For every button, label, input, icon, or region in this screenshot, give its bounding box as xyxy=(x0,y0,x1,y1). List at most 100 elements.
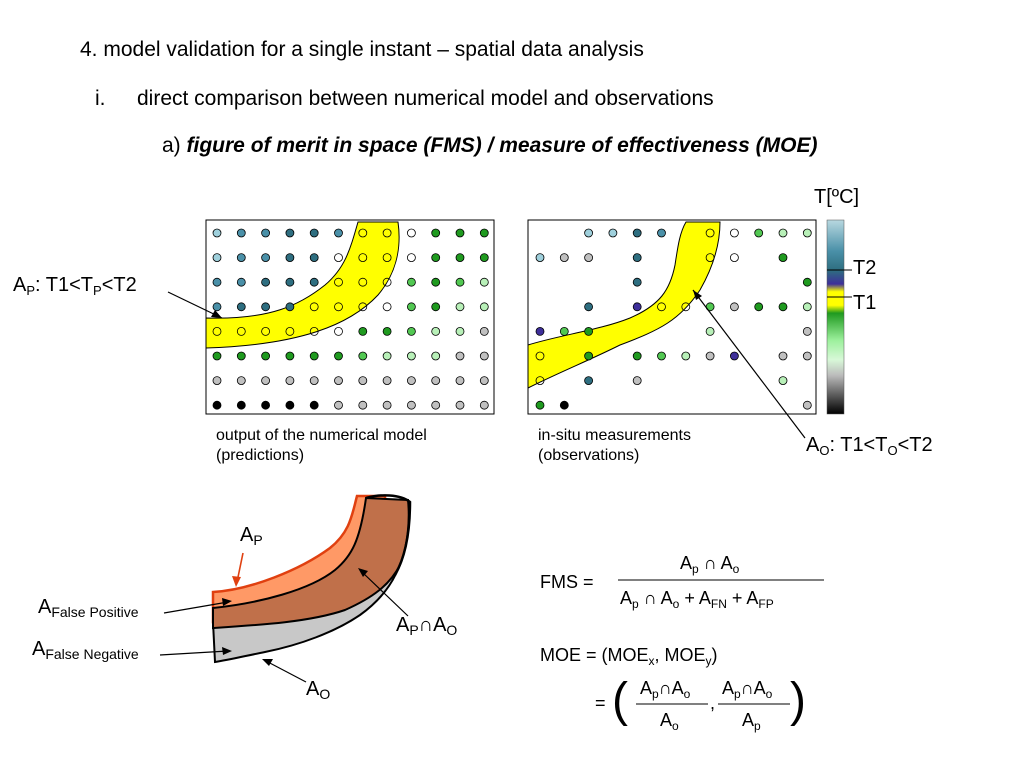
model-dots-dot xyxy=(309,400,319,410)
svg-text:FMS =: FMS = xyxy=(540,572,594,592)
heading-level2: direct comparison between numerical mode… xyxy=(137,87,714,110)
colorbar-t2-label: T2 xyxy=(853,257,877,279)
model-dots-dot xyxy=(479,351,489,361)
obs-dots-dot xyxy=(802,228,812,238)
ao-arrow xyxy=(265,660,307,683)
obs-dots-dot xyxy=(535,400,545,410)
model-dots-dot xyxy=(431,400,441,410)
obs-dots-dot xyxy=(754,228,764,238)
model-dots-dot xyxy=(285,277,295,287)
model-dots-dot xyxy=(479,326,489,336)
model-dots-dot xyxy=(236,351,246,361)
obs-dots-dot xyxy=(730,228,739,238)
svg-text:Ao: Ao xyxy=(660,710,679,733)
model-dots-dot xyxy=(431,277,441,287)
svg-text:,: , xyxy=(710,693,715,713)
model-dots-dot xyxy=(358,228,368,238)
obs-dots-dot xyxy=(657,351,666,361)
model-dots-dot xyxy=(334,400,343,410)
svg-text:Ap ∩ Ao + AFN + AFP: Ap ∩ Ao + AFN + AFP xyxy=(620,588,774,611)
area-schematic xyxy=(211,494,412,664)
obs-dots-dot xyxy=(632,376,642,386)
model-dots-dot xyxy=(212,277,222,287)
model-dots-dot xyxy=(309,228,319,238)
obs-dots-dot xyxy=(632,253,642,263)
model-dots-dot xyxy=(285,326,295,336)
svg-text:Ap∩Ao: Ap∩Ao xyxy=(722,678,773,701)
moe-formula: MOE = (MOEx, MOEy) = ( Ap∩Ao Ao , Ap∩Ao … xyxy=(540,645,806,733)
obs-dots-dot xyxy=(730,351,739,361)
model-caption-line2: (predictions) xyxy=(216,447,305,464)
obs-dots-dot xyxy=(754,302,764,312)
model-dots-dot xyxy=(309,351,319,361)
model-dots-dot xyxy=(309,376,319,386)
model-dots-dot xyxy=(455,376,465,386)
obs-dots-dot xyxy=(559,400,569,410)
model-dots-dot xyxy=(406,277,416,287)
model-dots-dot xyxy=(406,376,416,386)
colorbar-title: T[ºC] xyxy=(814,186,860,208)
model-dots-dot xyxy=(212,376,222,386)
model-dots-dot xyxy=(358,376,368,386)
obs-dots-dot xyxy=(535,376,545,386)
heading-level3-prefix: a) xyxy=(162,134,181,157)
model-dots-dot xyxy=(236,302,246,312)
model-dots-dot xyxy=(382,277,392,287)
model-panel xyxy=(205,219,495,415)
model-dots-dot xyxy=(431,228,441,238)
model-dots-dot xyxy=(358,253,368,263)
model-caption-line1: output of the numerical model xyxy=(216,427,427,444)
obs-dots-dot xyxy=(632,302,642,312)
obs-dots-dot xyxy=(584,351,593,361)
obs-dots-dot xyxy=(657,228,666,238)
model-dots-dot xyxy=(309,302,319,312)
ao-top-arrow xyxy=(692,289,806,439)
model-dots-dot xyxy=(382,351,392,361)
obs-dots-dot xyxy=(559,326,569,336)
svg-text:Ap∩Ao: Ap∩Ao xyxy=(640,678,691,701)
model-dots-dot xyxy=(382,400,392,410)
obs-dots-dot xyxy=(657,302,666,312)
intersection-label: AP∩AO xyxy=(396,614,458,638)
model-dots-dot xyxy=(334,302,343,312)
model-dots-dot xyxy=(285,376,295,386)
obs-dots-dot xyxy=(778,253,788,263)
heading-level3: a) figure of merit in space (FMS) / meas… xyxy=(162,134,817,158)
model-dots-dot xyxy=(309,326,319,336)
model-dots-dot xyxy=(334,228,343,238)
model-dots-dot xyxy=(382,376,392,386)
obs-dots-dot xyxy=(681,351,691,361)
obs-dots-dot xyxy=(705,253,715,263)
model-dots-dot xyxy=(406,253,416,263)
model-dots-dot xyxy=(261,376,271,386)
heading-level3-title: figure of merit in space (FMS) / measure… xyxy=(186,134,818,157)
model-dots-dot xyxy=(382,326,392,336)
obs-dots-dot xyxy=(778,228,788,238)
obs-dots-dot xyxy=(778,376,788,386)
model-dots-dot xyxy=(358,302,368,312)
model-dots-dot xyxy=(236,253,246,263)
model-dots-dot xyxy=(406,400,416,410)
obs-dots-dot xyxy=(535,326,545,336)
obs-dots-dot xyxy=(802,400,812,410)
model-dots-dot xyxy=(334,253,343,263)
svg-text:): ) xyxy=(790,674,806,727)
obs-dots-dot xyxy=(730,302,739,312)
colorbar-t1-label: T1 xyxy=(853,292,877,314)
model-dots-dot xyxy=(212,228,222,238)
observation-caption: in-situ measurements (observations) xyxy=(538,426,691,466)
model-dots-dot xyxy=(479,253,489,263)
model-dots-dot xyxy=(382,302,392,312)
obs-dots-dot xyxy=(632,351,642,361)
model-dots-dot xyxy=(261,253,271,263)
model-dots-dot xyxy=(334,277,343,287)
model-dots-dot xyxy=(479,228,489,238)
model-dots-dot xyxy=(212,400,222,410)
model-dots-dot xyxy=(358,277,368,287)
obs-dots-dot xyxy=(778,302,788,312)
obs-dots-dot xyxy=(608,228,618,238)
model-dots-dot xyxy=(212,302,222,312)
model-dots-dot xyxy=(334,376,343,386)
obs-dots-dot xyxy=(535,351,545,361)
